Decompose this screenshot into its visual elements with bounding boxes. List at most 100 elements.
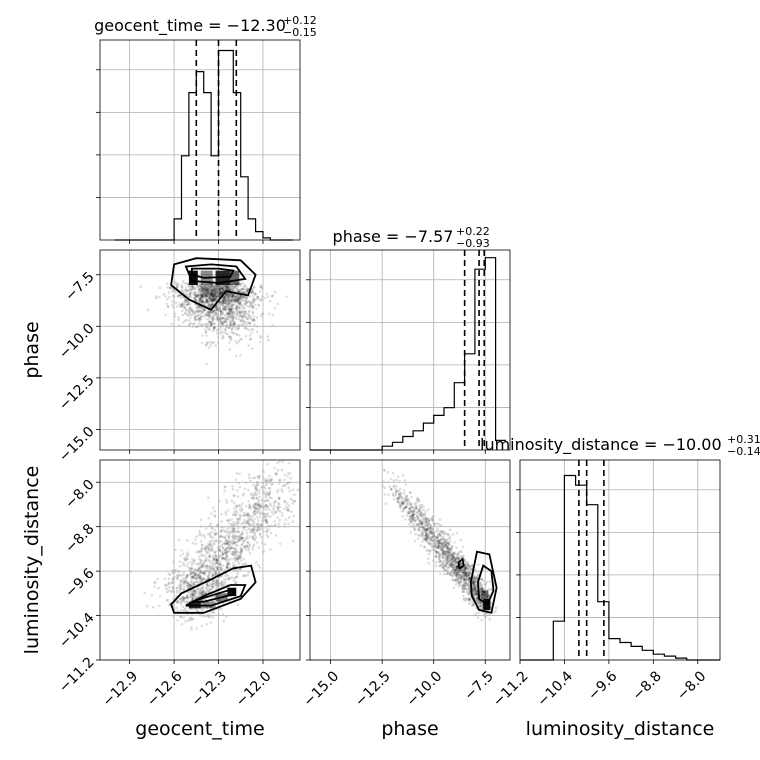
scatter-point	[241, 502, 244, 506]
scatter-point	[457, 551, 460, 554]
panels-layer: −15.0−12.5−10.0−7.5−12.9 −12.6 −12.3 −12.0−…	[56, 39, 721, 710]
scatter-point	[211, 316, 215, 319]
scatter-point	[444, 542, 447, 546]
scatter-point	[415, 507, 418, 511]
scatter-point	[219, 292, 222, 296]
scatter-point	[240, 303, 243, 307]
scatter-point	[223, 308, 226, 311]
scatter-point	[251, 347, 254, 350]
scatter-point	[224, 539, 228, 542]
scatter-point	[188, 618, 192, 622]
scatter-point	[170, 289, 174, 293]
scatter-point	[242, 286, 245, 290]
scatter-point	[211, 310, 214, 313]
scatter-point	[234, 332, 238, 336]
scatter-point	[213, 294, 217, 298]
scatter-point	[209, 299, 212, 302]
scatter-point	[445, 561, 449, 565]
scatter-point	[211, 297, 215, 301]
scatter-point	[420, 532, 423, 535]
scatter-point	[180, 296, 183, 300]
scatter-point	[189, 589, 193, 593]
scatter-point	[401, 514, 405, 518]
scatter-point	[207, 303, 211, 306]
scatter-point	[220, 321, 224, 325]
scatter-point	[457, 577, 460, 581]
scatter-point	[258, 515, 261, 519]
scatter-point	[214, 297, 217, 301]
scatter-point	[182, 573, 185, 576]
scatter-point	[213, 283, 217, 287]
scatter-point	[188, 292, 192, 296]
scatter-point	[210, 561, 213, 565]
scatter-point	[242, 320, 245, 323]
scatter-point	[183, 302, 187, 306]
scatter-point	[207, 304, 210, 307]
scatter-point	[184, 300, 188, 303]
scatter-point	[211, 288, 214, 292]
scatter-point	[200, 315, 204, 318]
scatter-point	[170, 303, 174, 307]
scatter-point	[245, 513, 248, 517]
scatter-point	[220, 316, 224, 319]
scatter-point	[239, 282, 242, 285]
scatter-point	[246, 573, 250, 577]
scatter-point	[214, 312, 218, 315]
scatter-point	[273, 290, 277, 294]
scatter-point	[449, 558, 452, 561]
scatter-point	[250, 305, 254, 309]
scatter-point	[192, 287, 196, 291]
scatter-point	[248, 338, 252, 341]
scatter-point	[438, 532, 442, 536]
scatter-point	[228, 341, 231, 344]
xlabel-phase: phase	[381, 718, 438, 740]
scatter-point	[228, 348, 231, 351]
scatter-point	[206, 314, 209, 318]
scatter-point	[180, 599, 184, 603]
scatter-point	[177, 318, 180, 322]
scatter-point	[205, 295, 209, 298]
scatter-point	[416, 528, 420, 532]
scatter-point	[246, 321, 249, 324]
scatter-point	[187, 301, 191, 304]
scatter-point	[239, 309, 243, 313]
scatter-point	[209, 311, 212, 314]
scatter-point	[386, 470, 390, 474]
p02-yticklabel-3: −8.8	[62, 521, 97, 556]
scatter-point	[199, 296, 202, 300]
scatter-point	[210, 320, 213, 324]
scatter-point	[214, 305, 218, 309]
p02-yticklabel-0: −11.2	[56, 654, 98, 696]
scatter-point	[202, 315, 206, 318]
scatter-point	[194, 315, 197, 319]
scatter-point	[203, 301, 207, 305]
scatter-point	[416, 537, 420, 540]
scatter-point	[241, 314, 245, 318]
scatter-point	[198, 297, 202, 301]
scatter-point	[228, 308, 232, 312]
scatter-point	[245, 296, 248, 300]
scatter-point	[164, 295, 167, 298]
scatter-point	[186, 553, 189, 557]
scatter-point	[193, 577, 196, 580]
scatter-point	[278, 542, 282, 545]
scatter-point	[247, 321, 251, 325]
scatter-point	[251, 307, 255, 310]
scatter-point	[211, 291, 214, 294]
scatter-point	[232, 303, 236, 306]
scatter-point	[200, 341, 204, 345]
scatter-point	[219, 320, 223, 324]
scatter-point	[236, 520, 240, 523]
scatter-point	[210, 304, 213, 307]
scatter-point	[280, 512, 284, 515]
scatter-point	[205, 293, 208, 296]
scatter-point	[461, 587, 464, 590]
scatter-point	[241, 323, 244, 327]
scatter-point	[188, 293, 192, 296]
scatter-point	[237, 301, 240, 304]
scatter-point	[419, 506, 423, 510]
scatter-point	[485, 580, 489, 584]
scatter-point	[196, 310, 199, 314]
scatter-point	[291, 539, 295, 543]
scatter-point	[408, 507, 412, 511]
